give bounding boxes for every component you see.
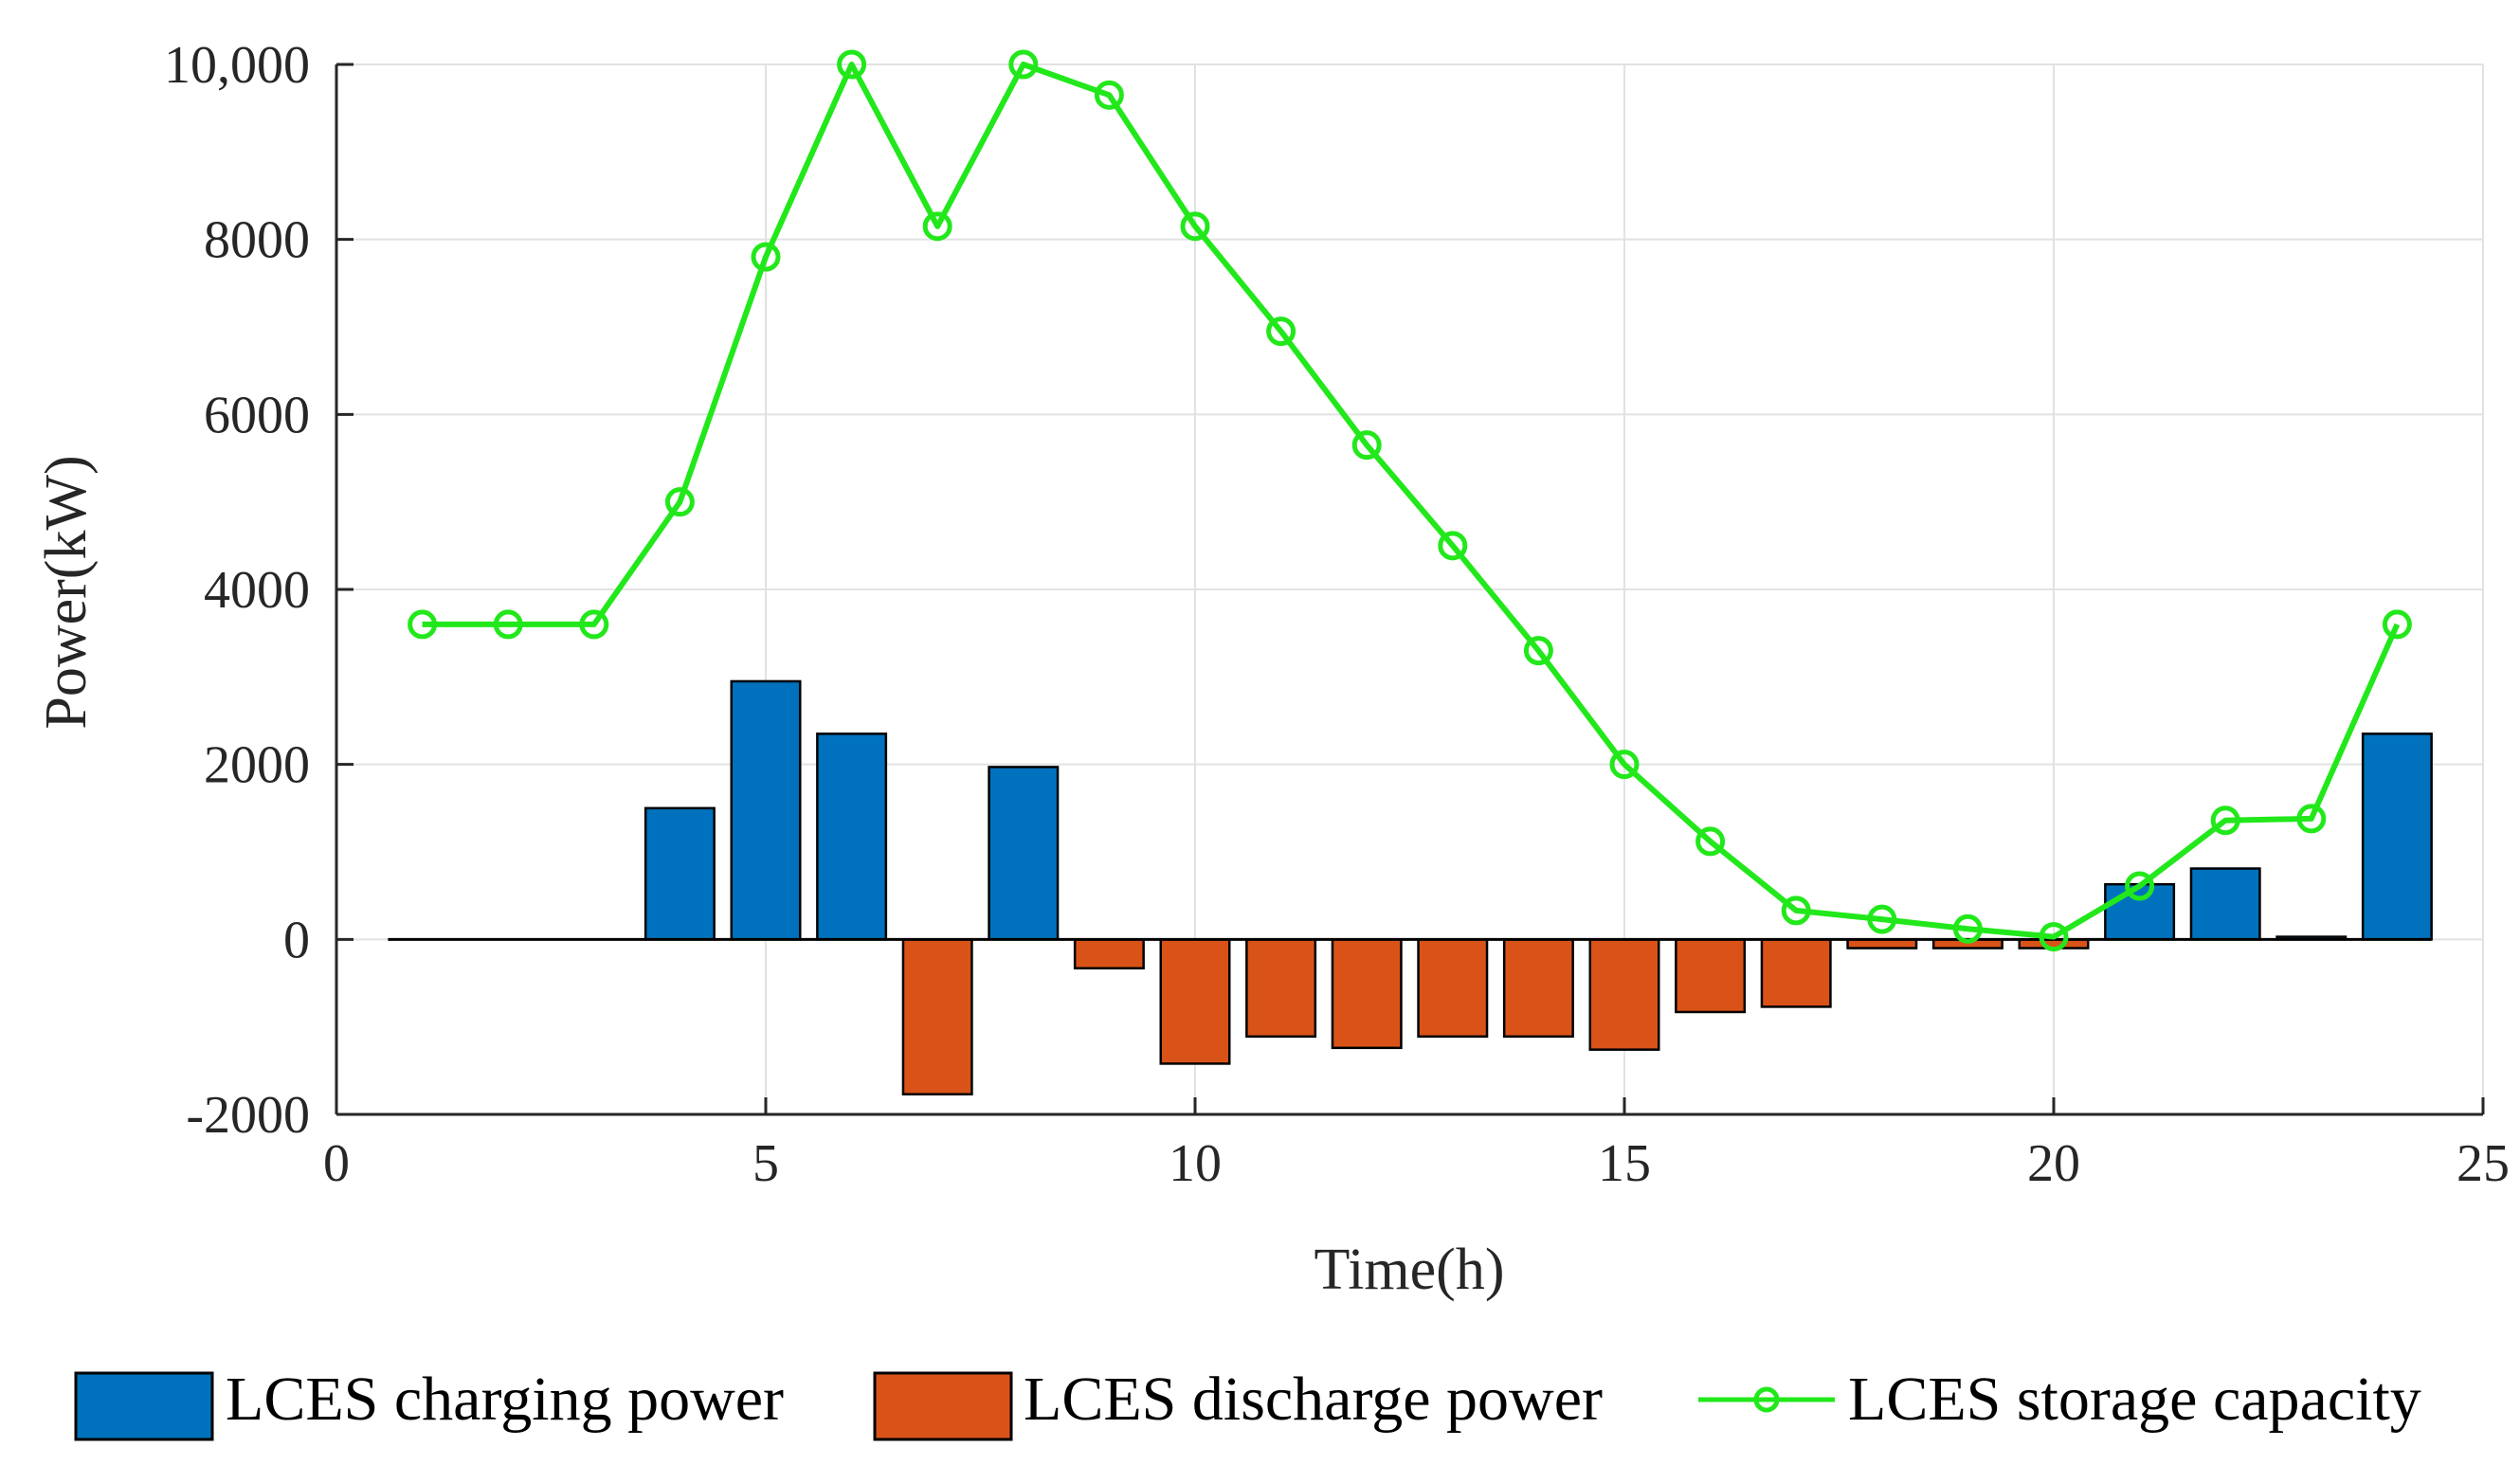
grid [336,63,2484,1114]
y-tick-label: 6000 [204,386,310,444]
y-tick-label: 2000 [204,736,310,795]
charging-bar [2361,732,2433,941]
charging-bar [988,766,1060,941]
capacity-point [1609,750,1640,780]
capacity-point [1781,895,1811,926]
discharge-bar [1760,938,1832,1008]
legend-swatch-discharge [873,1371,1013,1441]
capacity-point [1266,317,1296,347]
x-tick-label: 25 [2457,1134,2510,1193]
x-tick-label: 0 [323,1134,350,1193]
charging-bar [2104,882,2176,941]
capacity-point [664,487,695,517]
capacity-point [2296,804,2327,834]
capacity-point [2210,805,2240,836]
capacity-point [493,609,523,640]
x-tick-label: 20 [2027,1134,2080,1193]
capacity-line-group [408,49,2412,952]
capacity-point [1695,826,1726,857]
discharge-bar [1675,938,1747,1014]
y-tick-label: 10,000 [164,36,310,95]
capacity-point [579,609,609,640]
charging-bar [816,732,888,941]
y-tick-label: -2000 [186,1086,310,1145]
bars [644,679,2433,1096]
capacity-point [1008,49,1039,80]
discharge-bar [901,938,973,1096]
charging-bar [730,679,802,941]
capacity-point [1180,211,1210,242]
y-tick-label: 4000 [204,561,310,620]
capacity-point [2125,871,2155,901]
x-axis-title: Time(h) [1314,1238,1505,1302]
y-tick-label: 0 [283,911,310,969]
charging-bar [644,806,716,941]
legend-label-capacity: LCES storage capacity [1848,1365,2421,1434]
capacity-point [2382,609,2412,640]
legend-label-charging: LCES charging power [226,1365,784,1434]
legend-marker-capacity [1753,1386,1780,1413]
legend: LCES charging power LCES discharge power… [74,1365,2421,1441]
legend-swatch-charging [74,1371,214,1441]
capacity-point [408,609,438,640]
capacity-point [2039,922,2069,952]
discharge-bar [1331,938,1403,1050]
x-tick-label: 10 [1169,1134,1222,1193]
capacity-point [1438,531,1468,561]
capacity-point [837,49,867,80]
capacity-point [1351,430,1382,461]
legend-label-discharge: LCES discharge power [1024,1365,1603,1434]
discharge-bar [1417,938,1489,1039]
x-tick-label: 15 [1598,1134,1651,1193]
capacity-point [1952,913,1983,944]
capacity-point [751,242,781,272]
capacity-line [422,62,2401,940]
capacity-point [1867,904,1897,934]
discharge-bar [1073,938,1145,970]
discharge-bar [1245,938,1317,1039]
capacity-point [1094,80,1124,110]
capacity-point [922,211,952,242]
y-axis-title: Power(kW) [34,455,99,729]
discharge-bar [1159,938,1231,1065]
discharge-bar [1502,938,1574,1039]
y-tick-label: 8000 [204,211,310,270]
x-tick-label: 5 [752,1134,779,1193]
discharge-bar [1588,938,1660,1051]
capacity-point [1523,636,1553,666]
charging-bar [2189,867,2261,941]
